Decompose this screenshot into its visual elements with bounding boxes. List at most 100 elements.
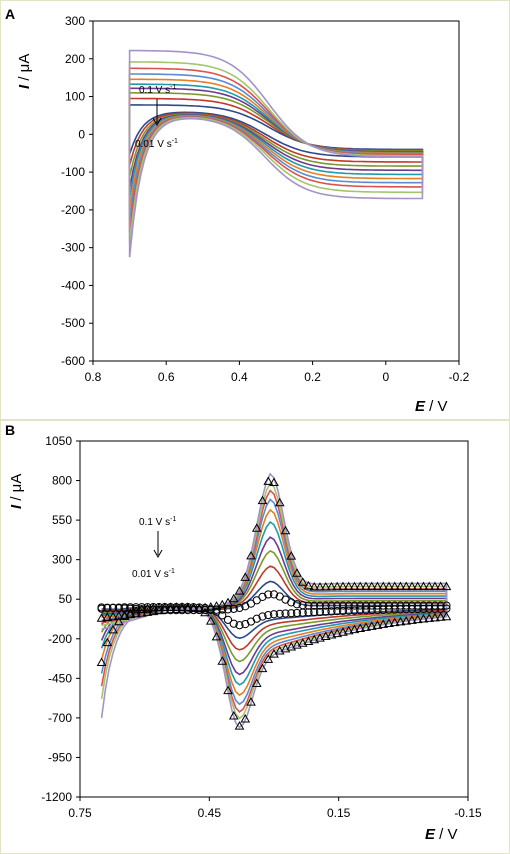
cv-curve-a — [128, 104, 424, 158]
simulated-triangle-marker — [280, 643, 291, 653]
annotation-arrowhead-a — [152, 117, 162, 127]
simulated-triangle-marker — [234, 586, 245, 595]
simulated-triangle-marker — [96, 657, 107, 667]
y-tick-label-b: 550 — [52, 513, 72, 527]
simulated-triangle-marker — [384, 581, 394, 591]
simulated-circle-marker — [97, 603, 106, 612]
annotation-bottom-a: 0.01 V s-1 — [135, 138, 178, 150]
simulated-triangle-marker — [361, 622, 371, 631]
simulated-circle-marker — [218, 605, 227, 614]
simulated-triangle-marker — [251, 523, 262, 532]
simulated-circle-marker — [338, 601, 348, 610]
simulated-triangle-marker — [263, 476, 274, 485]
simulated-circle-marker — [275, 609, 284, 618]
simulated-circle-marker — [361, 601, 371, 610]
panel-label-a: A — [5, 6, 15, 22]
simulated-circle-marker — [252, 614, 261, 623]
simulated-circle-marker — [131, 604, 141, 614]
simulated-triangle-marker — [119, 610, 130, 619]
simulated-circle-marker — [264, 610, 273, 620]
simulated-triangle-marker — [361, 581, 371, 591]
simulated-triangle-marker — [217, 656, 228, 665]
simulated-triangle-marker — [211, 631, 222, 641]
simulated-circle-marker — [367, 601, 376, 610]
x-axis-title-b: E / V — [425, 826, 458, 843]
plot-frame-a — [92, 20, 460, 362]
simulated-triangle-marker — [205, 616, 216, 625]
simulated-triangle-marker — [240, 713, 251, 723]
simulated-circle-marker — [425, 601, 434, 610]
simulated-triangle-marker — [223, 685, 233, 695]
simulated-circle-marker — [384, 605, 394, 614]
simulated-triangle-marker — [102, 612, 113, 622]
chart-b-svg: B 1050 800 550 300 50 -200 -450 -700 -950 -1200 0.… — [5, 422, 482, 843]
simulated-circle-marker — [361, 606, 371, 615]
simulated-triangle-marker — [401, 581, 412, 591]
simulated-circle-marker — [344, 601, 353, 610]
simulated-circle-marker — [287, 609, 296, 618]
simulated-triangle-marker — [418, 581, 429, 591]
simulated-triangle-marker — [349, 581, 360, 591]
simulated-triangle-marker — [384, 618, 394, 628]
y-axis-title-a: I / μA — [16, 54, 33, 89]
simulated-circle-marker — [315, 607, 325, 616]
simulated-circle-marker — [269, 610, 279, 619]
simulated-circle-marker — [436, 601, 445, 610]
simulated-triangle-marker — [372, 620, 383, 629]
simulated-circle-marker — [212, 605, 221, 614]
simulated-triangle-marker — [309, 634, 320, 644]
simulated-circle-marker — [149, 605, 158, 614]
simulated-triangle-marker — [211, 601, 222, 610]
y-tick-label-a: -400 — [61, 278, 85, 292]
simulated-triangle-marker — [315, 582, 325, 591]
simulated-triangle-marker — [326, 581, 337, 591]
x-tick-label-a: 0.2 — [304, 370, 321, 384]
plot-frame-b — [79, 440, 469, 798]
x-tick-label-a: 0.8 — [85, 370, 102, 384]
simulated-circle-marker — [321, 601, 330, 610]
simulated-circle-marker — [373, 601, 382, 610]
x-tick-label-a: 0 — [382, 370, 389, 384]
simulated-triangle-marker — [395, 581, 406, 591]
simulated-circle-marker — [223, 605, 233, 614]
simulated-triangle-marker — [251, 678, 262, 687]
chart-panel-a: A 300 200 100 0 -100 -200 -300 -400 -500 -600 0.8 0… — [0, 0, 510, 420]
simulated-circle-marker — [114, 604, 123, 613]
simulated-triangle-marker — [292, 640, 302, 649]
simulated-triangle-marker — [228, 711, 239, 720]
simulated-triangle-marker — [401, 616, 412, 625]
simulated-circle-marker — [218, 611, 227, 620]
x-tick-label-a: 0.6 — [158, 370, 175, 384]
cv-curve-a — [128, 61, 424, 244]
simulated-triangle-marker — [240, 572, 251, 581]
simulated-circle-marker — [356, 601, 365, 610]
y-tick-label-b: -200 — [48, 632, 72, 646]
simulated-circle-marker — [419, 601, 428, 610]
simulated-circle-marker — [402, 601, 411, 610]
simulated-triangle-marker — [441, 581, 452, 591]
x-tick-label-b: 0.15 — [327, 806, 351, 820]
simulated-circle-marker — [281, 609, 290, 618]
y-tick-label-a: 300 — [65, 14, 85, 28]
simulated-triangle-marker — [113, 616, 124, 626]
scan-rate-annotation-a: 0.1 V s-1 0.01 V s-1 — [135, 84, 178, 150]
simulated-triangle-marker — [108, 624, 118, 634]
simulated-circle-marker — [350, 601, 359, 610]
simulated-circle-marker — [275, 592, 284, 601]
x-tick-label-a: 0.4 — [231, 370, 248, 384]
y-tick-label-a: -100 — [61, 165, 85, 179]
simulated-triangle-marker — [292, 568, 302, 577]
chart-panel-b: B 1050 800 550 300 50 -200 -450 -700 -950 -1200 0.… — [0, 420, 510, 854]
simulated-triangle-marker — [102, 637, 113, 647]
simulated-triangle-marker — [395, 616, 406, 626]
simulated-triangle-marker — [257, 495, 268, 505]
simulated-circle-marker — [143, 605, 152, 614]
simulated-circle-marker — [264, 590, 273, 599]
simulated-triangle-marker — [142, 607, 153, 616]
simulated-triangle-marker — [309, 581, 320, 591]
simulated-circle-marker — [390, 605, 399, 614]
simulated-circle-marker — [396, 605, 405, 614]
x-tick-label-b: 0.75 — [68, 806, 92, 820]
simulated-circle-marker — [235, 621, 244, 630]
simulated-triangle-marker — [332, 581, 343, 591]
